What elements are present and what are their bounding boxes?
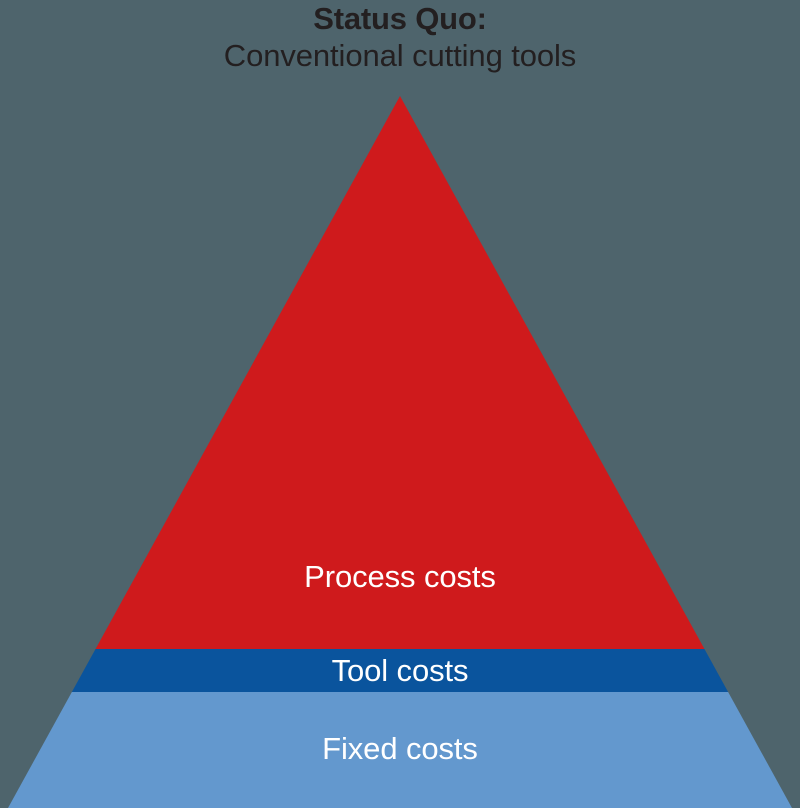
segment-tool-costs xyxy=(8,649,792,692)
title-line-secondary: Conventional cutting tools xyxy=(223,38,577,73)
segment-fixed-costs xyxy=(8,692,792,808)
segment-process-costs xyxy=(8,96,792,649)
chart-title: Status Quo: Conventional cutting tools xyxy=(0,0,800,74)
title-line-primary: Status Quo: xyxy=(313,1,487,36)
